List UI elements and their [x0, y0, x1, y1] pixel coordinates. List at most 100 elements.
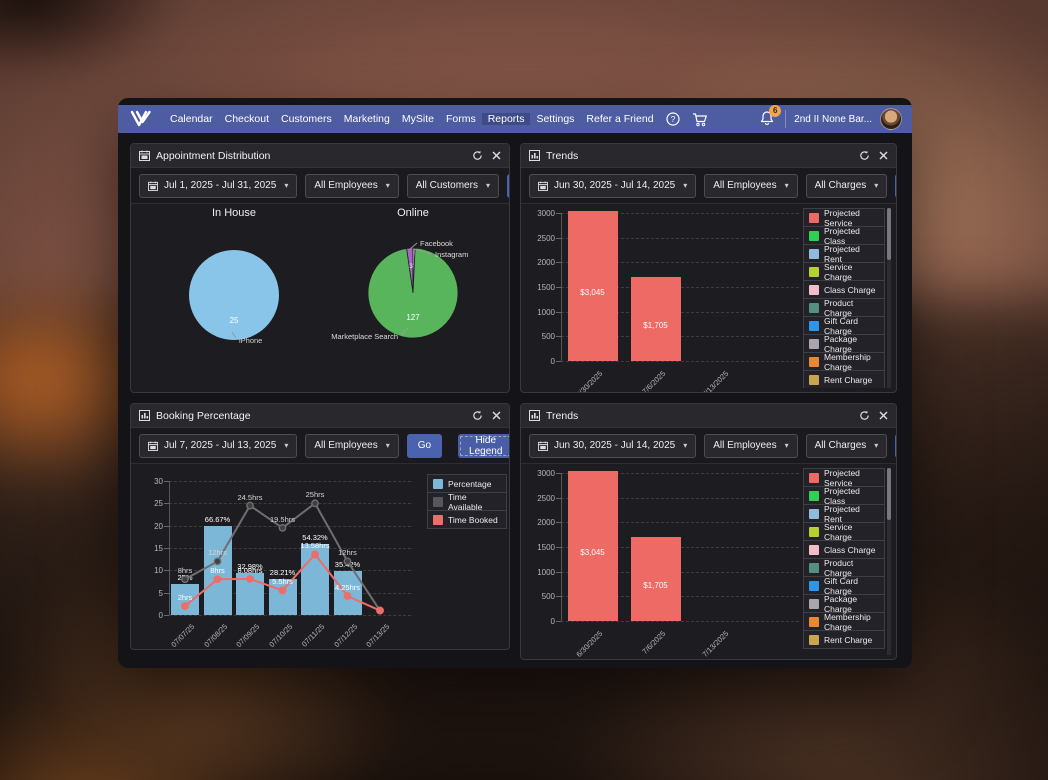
refresh-icon[interactable]: [472, 410, 483, 421]
legend-item[interactable]: Time Available: [427, 491, 507, 512]
charges-filter[interactable]: All Charges ▾: [805, 173, 888, 198]
y-axis-label: 1000: [537, 307, 555, 317]
chevron-down-icon: ▾: [284, 441, 289, 450]
legend-item[interactable]: Rent Charge: [803, 370, 885, 388]
avatar[interactable]: [880, 108, 902, 130]
go-button[interactable]: Go: [406, 433, 443, 458]
percentage-bar-07/11/25[interactable]: [301, 543, 329, 615]
legend-item[interactable]: Membership Charge: [803, 352, 885, 372]
appointment-distribution-chart: In House Online 25 iPhone 127 3 Facebook Instag…: [131, 204, 509, 392]
close-icon[interactable]: [492, 411, 501, 420]
legend-item[interactable]: Service Charge: [803, 261, 885, 282]
bar-6/30/2025[interactable]: $3,045: [567, 470, 618, 621]
date-range-picker[interactable]: Jun 30, 2025 - Jul 14, 2025 ▾: [529, 173, 697, 198]
nav-item-checkout[interactable]: Checkout: [224, 113, 269, 125]
legend-item[interactable]: Percentage: [427, 474, 507, 493]
legend-item[interactable]: Membership Charge: [803, 611, 885, 632]
customers-filter[interactable]: All Customers ▾: [406, 173, 499, 198]
legend-label: Projected Service: [824, 468, 860, 488]
bar-7/6/2025[interactable]: $1,705: [630, 536, 681, 621]
legend-item[interactable]: Rent Charge: [803, 630, 885, 649]
gridline: [561, 237, 799, 239]
chevron-down-icon: ▾: [784, 181, 789, 190]
legend-item[interactable]: Service Charge: [803, 522, 885, 542]
employees-filter[interactable]: All Employees ▾: [704, 173, 798, 198]
date-range-picker[interactable]: Jul 1, 2025 - Jul 31, 2025 ▾: [139, 173, 298, 198]
nav-item-calendar[interactable]: Calendar: [170, 113, 213, 125]
date-range-picker[interactable]: Jun 30, 2025 - Jul 14, 2025 ▾: [529, 433, 697, 458]
legend-item[interactable]: Package Charge: [803, 334, 885, 354]
panel-header: Booking Percentage: [131, 404, 509, 428]
legend-item[interactable]: Class Charge: [803, 280, 885, 299]
legend-item[interactable]: Product Charge: [803, 557, 885, 578]
legend-scrollbar-thumb[interactable]: [887, 468, 891, 520]
employees-filter[interactable]: All Employees ▾: [305, 433, 399, 458]
notifications-button[interactable]: 6: [759, 104, 782, 129]
percentage-bar-07/09/25[interactable]: [236, 573, 264, 615]
refresh-icon[interactable]: [859, 410, 870, 421]
go-button[interactable]: Go: [895, 173, 896, 198]
legend-item[interactable]: Projected Rent: [803, 244, 885, 264]
nav-item-refer-a-friend[interactable]: Refer a Friend: [586, 113, 654, 125]
legend-item[interactable]: Projected Rent: [803, 504, 885, 524]
legend-item[interactable]: Product Charge: [803, 298, 885, 318]
nav-item-marketing[interactable]: Marketing: [343, 113, 390, 125]
legend-item[interactable]: Class Charge: [803, 540, 885, 559]
y-axis-label: 2000: [537, 258, 555, 268]
pie-value: 25: [230, 316, 239, 325]
close-icon[interactable]: [879, 411, 888, 420]
legend-scrollbar-track[interactable]: [887, 468, 891, 655]
hide-legend-button[interactable]: Hide Legend: [458, 433, 509, 458]
pie-slice-iphone[interactable]: [189, 250, 279, 340]
vagaro-logo[interactable]: [128, 109, 154, 129]
nav-item-forms[interactable]: Forms: [445, 113, 476, 125]
y-axis-label: 1500: [537, 543, 555, 552]
employees-filter[interactable]: All Employees ▾: [305, 173, 399, 198]
date-range-picker[interactable]: Jul 7, 2025 - Jul 13, 2025 ▾: [139, 433, 298, 458]
percentage-label: 66.67%: [204, 514, 231, 524]
legend-label: Product Charge: [824, 557, 854, 578]
legend-item[interactable]: Projected Service: [803, 468, 885, 488]
y-axis-label: 2500: [537, 233, 555, 243]
nav-item-mysite[interactable]: MySite: [401, 113, 434, 125]
legend-item[interactable]: Gift Card Charge: [803, 576, 885, 596]
legend-scrollbar-track[interactable]: [887, 208, 891, 388]
date-range-value: Jun 30, 2025 - Jul 14, 2025: [554, 440, 676, 451]
legend-item[interactable]: Projected Class: [803, 486, 885, 506]
legend-item[interactable]: Gift Card Charge: [803, 316, 885, 336]
pie-slice-marketplace-search[interactable]: [367, 247, 459, 339]
cart-button[interactable]: [686, 105, 714, 133]
legend-label: Membership Charge: [824, 611, 871, 632]
business-name[interactable]: 2nd II None Bar...: [794, 113, 872, 125]
help-button[interactable]: ?: [660, 105, 686, 133]
x-axis-label: 6/30/2025: [573, 369, 604, 392]
nav-item-customers[interactable]: Customers: [280, 113, 332, 125]
close-icon[interactable]: [879, 151, 888, 160]
employees-filter[interactable]: All Employees ▾: [704, 433, 798, 458]
legend-item[interactable]: Package Charge: [803, 594, 885, 614]
y-axis-label: 15: [154, 544, 163, 553]
legend-label: Time Available: [448, 491, 483, 512]
bar-7/6/2025[interactable]: $1,705: [630, 276, 681, 361]
legend-scrollbar-thumb[interactable]: [887, 208, 891, 260]
select-value: All Customers: [415, 180, 478, 191]
nav-item-reports[interactable]: Reports: [481, 113, 531, 125]
legend-item[interactable]: Projected Service: [803, 208, 885, 228]
percentage-bar-07/12/25[interactable]: [333, 570, 362, 615]
legend-item[interactable]: Time Booked: [427, 510, 507, 529]
go-button[interactable]: Go: [506, 173, 509, 198]
chart-legend: Percentage Time Available Time Booked: [427, 474, 507, 529]
refresh-icon[interactable]: [472, 150, 483, 161]
y-axis-line: [561, 473, 562, 621]
legend-item[interactable]: Projected Class: [803, 226, 885, 246]
nav-item-settings[interactable]: Settings: [536, 113, 575, 125]
date-range-value: Jun 30, 2025 - Jul 14, 2025: [554, 180, 676, 191]
help-icon: ?: [665, 112, 680, 126]
go-button[interactable]: Go: [895, 433, 896, 458]
bar-6/30/2025[interactable]: $3,045: [567, 210, 618, 361]
pie-slice-label: Marketplace Search: [331, 332, 398, 341]
refresh-icon[interactable]: [859, 150, 870, 161]
close-icon[interactable]: [492, 151, 501, 160]
legend-label: Service Charge: [824, 261, 853, 282]
charges-filter[interactable]: All Charges ▾: [805, 433, 888, 458]
